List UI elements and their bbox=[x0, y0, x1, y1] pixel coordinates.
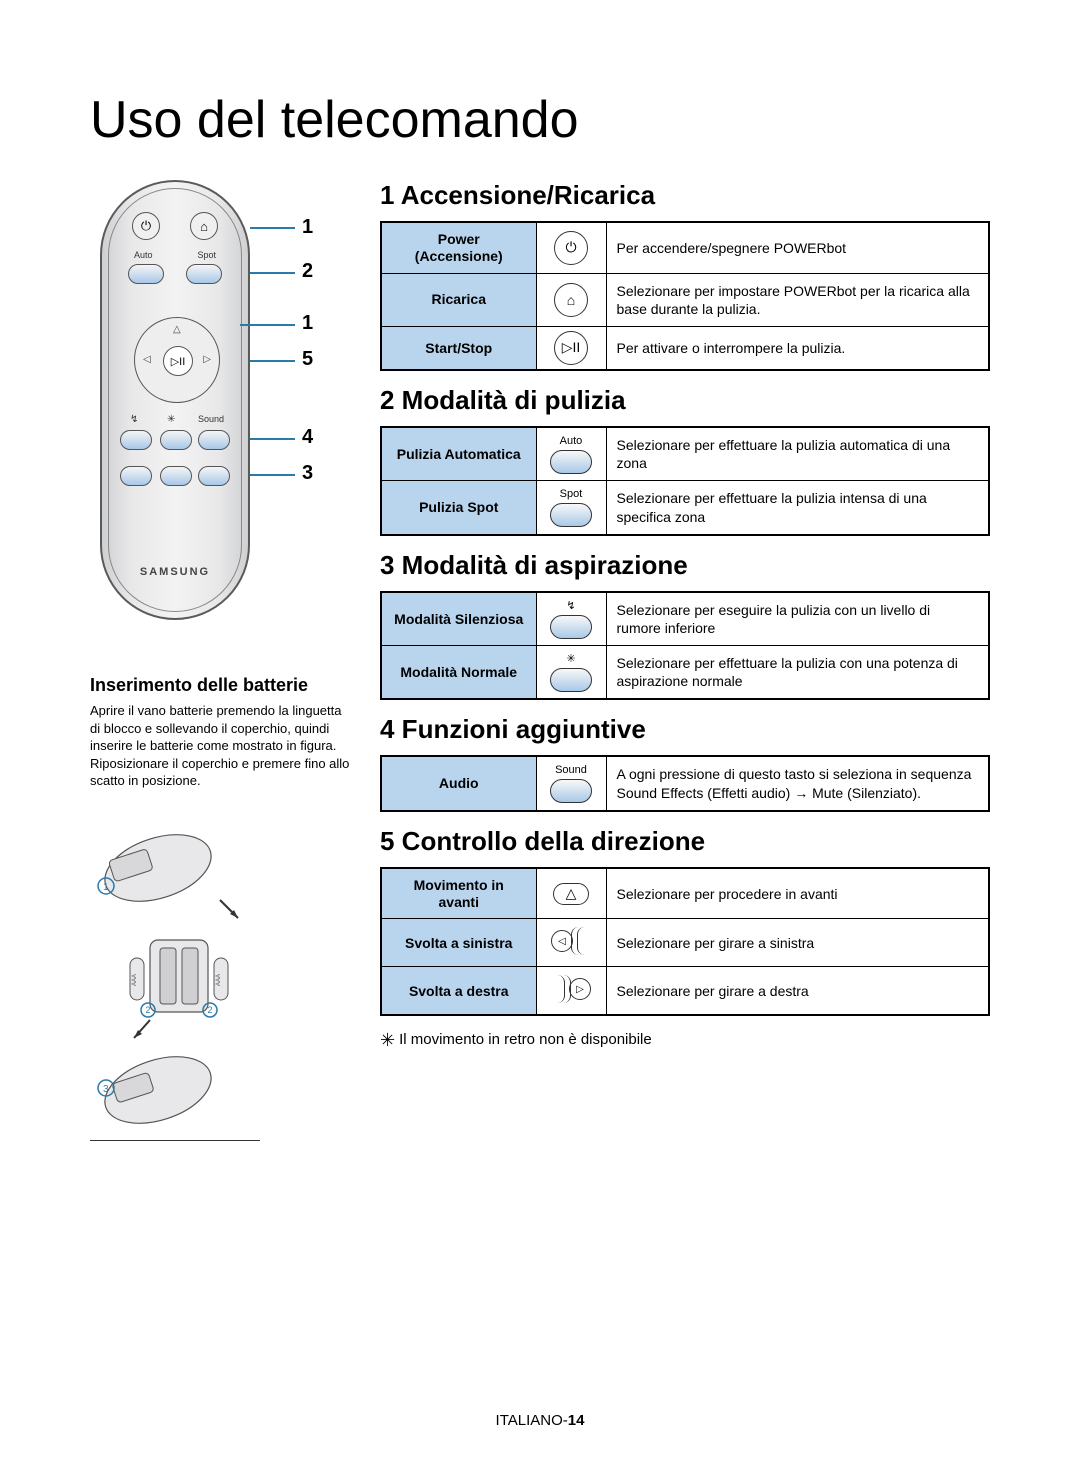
section-2-table: Pulizia Automatica Auto Selezionare per … bbox=[380, 426, 990, 536]
remote-diagram: ⏻ ⌂ Auto Spot △ ◁ ▷ ▷II ↯ ✳ Sound bbox=[90, 180, 350, 660]
svg-text:1: 1 bbox=[103, 882, 109, 893]
turn-left-icon: ◁ bbox=[551, 923, 591, 959]
sound-button bbox=[198, 430, 230, 450]
section-3-table: Modalità Silenziosa ↯ Selezionare per es… bbox=[380, 591, 990, 701]
fan-normal-icon: ✳ bbox=[566, 652, 575, 665]
home-icon: ⌂ bbox=[190, 212, 218, 240]
section-3-title: 3 Modalità di aspirazione bbox=[380, 550, 990, 581]
section-4-table: Audio Sound A ogni pressione di questo t… bbox=[380, 755, 990, 811]
auto-pill-icon bbox=[550, 450, 592, 474]
spot-pill-icon bbox=[550, 503, 592, 527]
brand-label: SAMSUNG bbox=[102, 566, 248, 578]
battery-text: Aprire il vano batterie premendo la ling… bbox=[90, 702, 350, 790]
section-4-title: 4 Funzioni aggiuntive bbox=[380, 714, 990, 745]
svg-text:2: 2 bbox=[208, 1005, 213, 1015]
sound-pill-icon bbox=[550, 779, 592, 803]
spot-label: Spot bbox=[197, 250, 216, 260]
quiet-button bbox=[120, 430, 152, 450]
home-icon: ⌂ bbox=[554, 283, 588, 317]
svg-text:AAA: AAA bbox=[216, 974, 222, 986]
footnote: ✳Il movimento in retro non è disponibile bbox=[380, 1030, 990, 1051]
auto-button bbox=[128, 264, 164, 284]
svg-text:2: 2 bbox=[146, 1005, 151, 1015]
page-footer: ITALIANO-14 bbox=[0, 1412, 1080, 1429]
battery-figure: 1 AAA AAA 2 2 bbox=[90, 810, 260, 1141]
normal-button bbox=[160, 430, 192, 450]
playpause-icon: ▷II bbox=[163, 346, 193, 376]
svg-text:AAA: AAA bbox=[132, 974, 138, 986]
fan-low-icon: ↯ bbox=[566, 599, 575, 612]
section-1-title: 1 Accensione/Ricarica bbox=[380, 180, 990, 211]
section-2-title: 2 Modalità di pulizia bbox=[380, 385, 990, 416]
playpause-icon: ▷II bbox=[554, 331, 588, 365]
sound-label: Sound bbox=[198, 414, 224, 424]
spot-button bbox=[186, 264, 222, 284]
power-icon: ⏻ bbox=[554, 231, 588, 265]
page-title: Uso del telecomando bbox=[90, 90, 990, 150]
svg-text:3: 3 bbox=[103, 1084, 109, 1095]
auto-label: Auto bbox=[134, 250, 153, 260]
section-1-table: Power (Accensione) ⏻ Per accendere/spegn… bbox=[380, 221, 990, 371]
section-5-table: Movimento in avanti △ Selezionare per pr… bbox=[380, 867, 990, 1017]
power-icon: ⏻ bbox=[132, 212, 160, 240]
nav-wheel: △ ◁ ▷ ▷II bbox=[134, 317, 220, 403]
battery-title: Inserimento delle batterie bbox=[90, 675, 350, 696]
arrow-up-icon: △ bbox=[553, 883, 589, 905]
section-5-title: 5 Controllo della direzione bbox=[380, 826, 990, 857]
turn-right-icon: ▷ bbox=[551, 971, 591, 1007]
